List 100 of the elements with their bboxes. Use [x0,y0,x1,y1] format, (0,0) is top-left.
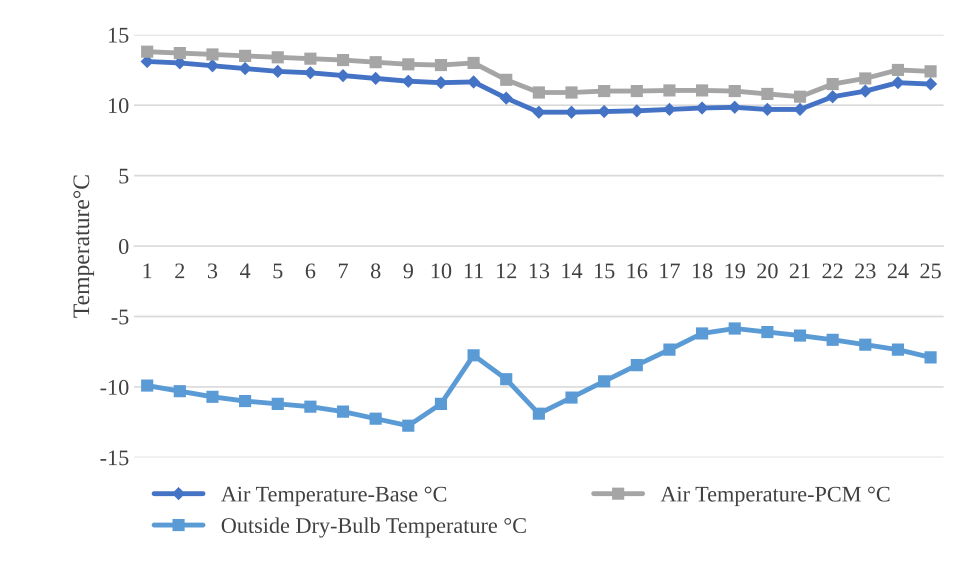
point [532,408,545,420]
point [304,400,316,413]
point [761,88,774,100]
point [434,76,448,90]
x-tick-label: 2 [175,263,184,278]
x-tick-label: 13 [530,263,550,278]
x-tick-label: 24 [888,263,909,278]
point [565,106,578,119]
y-tick-label: 10 [108,98,128,114]
point [336,69,350,82]
x-tick-label: 1 [144,263,152,278]
point [794,329,806,342]
point [761,326,774,338]
point [663,84,676,96]
point [239,394,252,408]
point [174,385,186,398]
point [663,344,676,356]
point [500,373,512,386]
point [434,58,448,72]
point [696,84,708,96]
x-tick-label: 22 [822,263,843,278]
y-tick-label: -15 [100,450,128,466]
x-tick-label: 25 [920,263,941,278]
point [206,48,219,61]
point [924,65,937,78]
point [238,62,252,75]
point [630,85,643,98]
x-tick-label: 19 [726,263,745,278]
point [892,344,904,356]
y-tick-label: -10 [100,380,128,395]
point [760,103,774,116]
point [696,327,708,340]
point [500,74,512,86]
point [370,412,382,425]
y-tick-label: 0 [118,239,128,254]
x-tick-label: 21 [790,263,810,278]
point [467,76,480,88]
point [598,375,610,388]
point [532,86,545,99]
legend-label: Air Temperature-Base °C [221,486,446,506]
x-tick-label: 20 [757,263,778,278]
point [565,391,578,404]
point [728,100,742,114]
legend-label: Outside Dry-Bulb Temperature °C [222,517,526,538]
point [565,86,578,99]
x-tick-label: 12 [497,263,516,278]
point [141,46,154,58]
point [304,52,316,65]
point [532,106,546,119]
y-axis-title: Temperature°C [73,175,94,318]
point [272,51,284,64]
point [892,64,904,76]
point [859,72,872,84]
point [174,46,186,60]
point [370,56,382,68]
point [630,359,643,372]
point [500,92,513,105]
x-tick-label: 23 [855,263,876,278]
point [141,379,154,392]
point [859,338,872,351]
point [206,390,219,403]
point [598,105,611,118]
x-tick-label: 6 [306,263,316,278]
point [402,58,414,70]
x-tick-label: 16 [628,263,648,278]
point [402,420,414,432]
point [336,406,350,418]
point [272,398,284,410]
point [402,74,415,88]
point [239,50,252,62]
point [598,85,610,98]
y-tick-label: 15 [108,28,128,43]
x-tick-label: 5 [273,264,282,278]
x-tick-label: 7 [338,264,348,278]
point [858,84,872,98]
x-tick-label: 4 [240,264,250,278]
x-tick-label: 18 [692,263,712,278]
legend-label: Air Temperature-PCM °C [660,486,890,506]
point [434,398,448,410]
point [206,59,219,72]
x-tick-label: 17 [660,263,680,278]
x-tick-label: 14 [562,263,582,278]
point [369,72,382,85]
point [826,90,840,104]
point [924,351,937,364]
point [826,78,839,90]
point [468,56,480,69]
point [728,85,741,98]
y-tick-label: -5 [112,310,128,324]
x-tick-label: 15 [595,263,614,278]
y-tick-label: 5 [119,168,128,184]
point [826,334,839,346]
point [794,90,806,103]
x-tick-label: 3 [208,263,218,278]
point [728,322,741,335]
x-tick-label: 8 [370,263,380,278]
point [468,349,480,362]
x-tick-label: 9 [403,263,413,278]
point [892,76,904,90]
point [271,64,284,78]
